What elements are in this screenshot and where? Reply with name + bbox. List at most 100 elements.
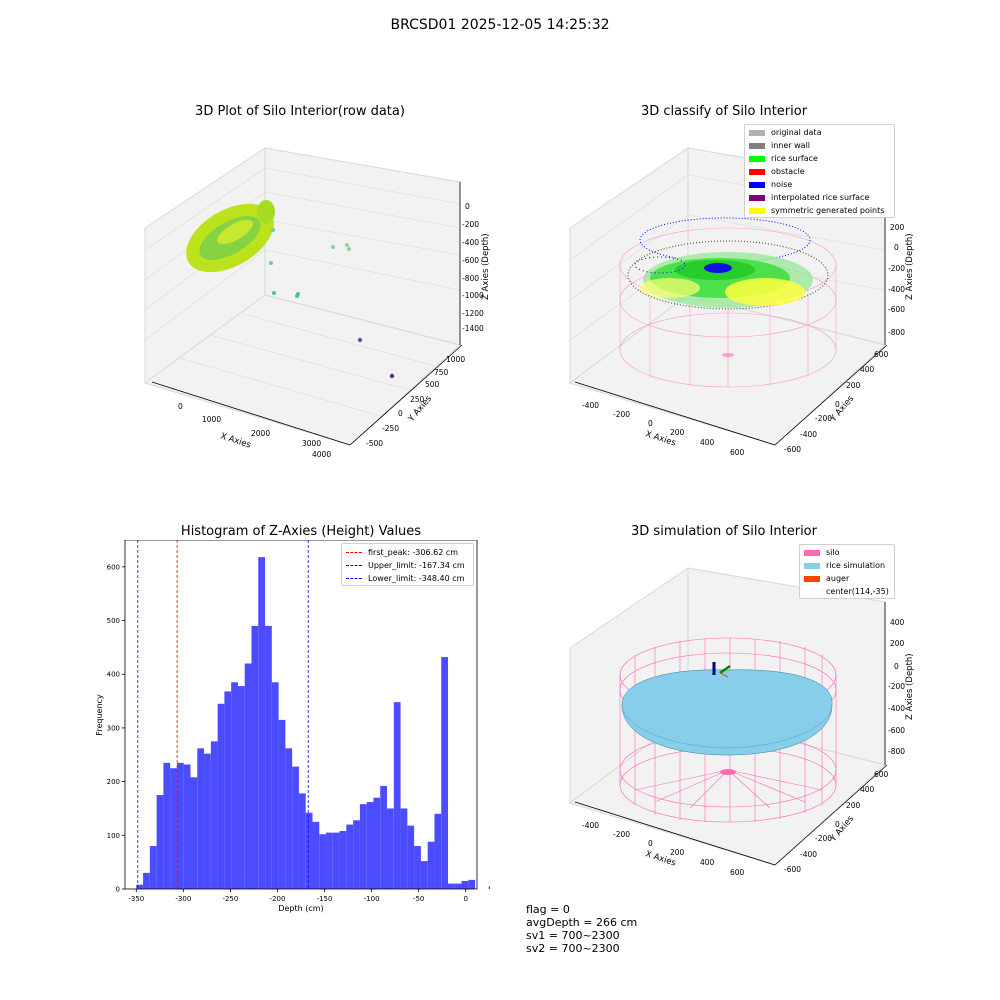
histogram-bar <box>312 821 320 889</box>
classify-legend-label: noise <box>771 180 793 189</box>
histogram-bar <box>393 702 401 889</box>
histogram-bar <box>217 703 225 889</box>
classify-x-tick: -400 <box>582 401 599 410</box>
sv1-readout: sv1 = 700~2300 <box>526 929 620 942</box>
classify-y-tick: 600 <box>874 350 889 359</box>
raw-y-tick: 250 <box>410 395 425 404</box>
raw-x-tick: 1000 <box>202 415 221 424</box>
simulation-legend-label: auger <box>826 574 850 583</box>
histogram-bar <box>278 719 286 889</box>
classify-legend-label: symmetric generated points <box>771 206 885 215</box>
histogram-bar <box>434 813 442 889</box>
histogram-legend-entry: first_peak: -306.62 cm <box>346 546 473 559</box>
simulation-x-tick: 0 <box>648 839 653 848</box>
histogram-bar <box>210 741 218 889</box>
histogram-legend-label: Upper_limit: -167.34 cm <box>368 561 465 570</box>
classify-x-tick: -200 <box>613 410 630 419</box>
classify-z-axis-label: Z Axies (Depth) <box>905 233 915 300</box>
raw-point-cloud <box>186 200 395 379</box>
auger-icon <box>712 662 731 678</box>
classify-legend-entry: symmetric generated points <box>749 204 894 217</box>
classify-legend-label: inner wall <box>771 141 811 150</box>
figure-suptitle: BRCSD01 2025-12-05 14:25:32 <box>390 17 610 33</box>
raw-z-tick: -200 <box>462 220 479 229</box>
simulation-3d-axes: -400 -200 0 200 400 600 -600 -400 -200 0… <box>568 567 915 877</box>
histogram-legend-swatch <box>346 565 362 566</box>
histogram-x-tick-label: 0 <box>463 895 467 903</box>
simulation-x-tick: 400 <box>700 858 715 867</box>
classify-legend-label: obstacle <box>771 167 805 176</box>
histogram-bar <box>339 831 347 889</box>
histogram-bar <box>488 886 490 889</box>
histogram-bar <box>420 861 428 889</box>
histogram-reference-lines <box>137 540 309 889</box>
classify-y-tick: -200 <box>815 414 832 423</box>
histogram-x-tick-label: -200 <box>270 895 286 903</box>
histogram-legend-label: first_peak: -306.62 cm <box>368 548 459 557</box>
classify-y-tick: -600 <box>784 445 801 454</box>
simulation-legend-swatch <box>804 549 820 556</box>
classify-x-tick: 600 <box>730 448 745 457</box>
simulation-z-tick: 200 <box>890 639 905 648</box>
simulation-y-tick: -200 <box>815 834 832 843</box>
classify-x-tick: 200 <box>670 428 685 437</box>
classify-z-tick: -600 <box>888 305 905 314</box>
simulation-x-tick: -200 <box>613 830 630 839</box>
histogram-y-tick-label: 100 <box>107 832 120 840</box>
histogram-y-axis-label: Frequency <box>95 694 104 736</box>
classify-x-tick: 400 <box>700 438 715 447</box>
classify-legend-label: interpolated rice surface <box>771 193 870 202</box>
histogram-legend-label: Lower_limit: -348.40 cm <box>368 574 465 583</box>
simulation-y-axis-label: Y Axies <box>828 814 856 845</box>
classify-legend-entry: original data <box>749 126 894 139</box>
histogram-bar <box>292 766 299 889</box>
status-footer: flag = 0 avgDepth = 266 cm sv1 = 700~230… <box>519 890 647 955</box>
classify-legend-swatch <box>749 142 765 149</box>
simulation-y-tick: 600 <box>874 770 889 779</box>
classify-legend-entry: interpolated rice surface <box>749 191 894 204</box>
classify-legend-swatch <box>749 207 765 214</box>
histogram-y-tick-label: 0 <box>116 886 120 894</box>
avg-depth-readout: avgDepth = 266 cm <box>526 916 638 929</box>
simulation-z-tick: -400 <box>888 704 905 713</box>
histogram-bar <box>400 808 408 889</box>
histogram-bar <box>454 883 462 889</box>
classify-legend-swatch <box>749 129 765 136</box>
histogram-frame <box>124 540 478 890</box>
flag-readout: flag = 0 <box>526 903 570 916</box>
simulation-z-tick: -200 <box>888 682 905 691</box>
raw-y-tick: -250 <box>382 424 399 433</box>
histogram-bar <box>346 824 354 889</box>
classify-x-tick: 0 <box>648 419 653 428</box>
classify-legend-entry: rice surface <box>749 152 894 165</box>
histogram-bar <box>143 872 150 889</box>
histogram-bar <box>353 820 360 889</box>
raw-3d-axes: 0 1000 2000 3000 4000 -500 -250 0 250 50… <box>143 147 491 459</box>
histogram-bar <box>285 748 293 889</box>
histogram-legend-entry: Upper_limit: -167.34 cm <box>346 559 473 572</box>
simulation-legend-entry: center(114,-35) <box>804 585 894 598</box>
simulation-y-tick: 400 <box>860 785 875 794</box>
histogram-bar <box>332 832 340 889</box>
raw-x-tick: 3000 <box>302 439 321 448</box>
simulation-legend-swatch <box>804 562 820 569</box>
simulation-legend-swatch <box>804 589 820 595</box>
raw-y-tick: 1000 <box>446 355 465 364</box>
histogram-x-ticks: -350 -300 -250 -200 -150 -100 -50 0 <box>128 889 468 903</box>
raw-y-tick: 750 <box>434 368 449 377</box>
classify-point-cloud <box>627 217 829 357</box>
histogram-bar <box>441 657 449 889</box>
histogram-title: Histogram of Z-Axies (Height) Values <box>180 524 422 539</box>
histogram-y-tick-label: 300 <box>107 724 120 732</box>
simulation-z-tick: 0 <box>894 662 899 671</box>
classify-panel-title: 3D classify of Silo Interior <box>640 104 808 119</box>
simulation-z-tick: -800 <box>888 747 905 756</box>
simulation-y-tick: 200 <box>846 801 861 810</box>
classify-z-tick: -400 <box>888 285 905 294</box>
histogram-bar <box>231 682 238 889</box>
histogram-legend-entry: Lower_limit: -348.40 cm <box>346 572 473 585</box>
simulation-y-tick: -400 <box>800 850 817 859</box>
classify-legend-label: original data <box>771 128 822 137</box>
classify-y-axis-label: Y Axies <box>828 394 856 425</box>
histogram-legend-swatch <box>346 552 362 553</box>
